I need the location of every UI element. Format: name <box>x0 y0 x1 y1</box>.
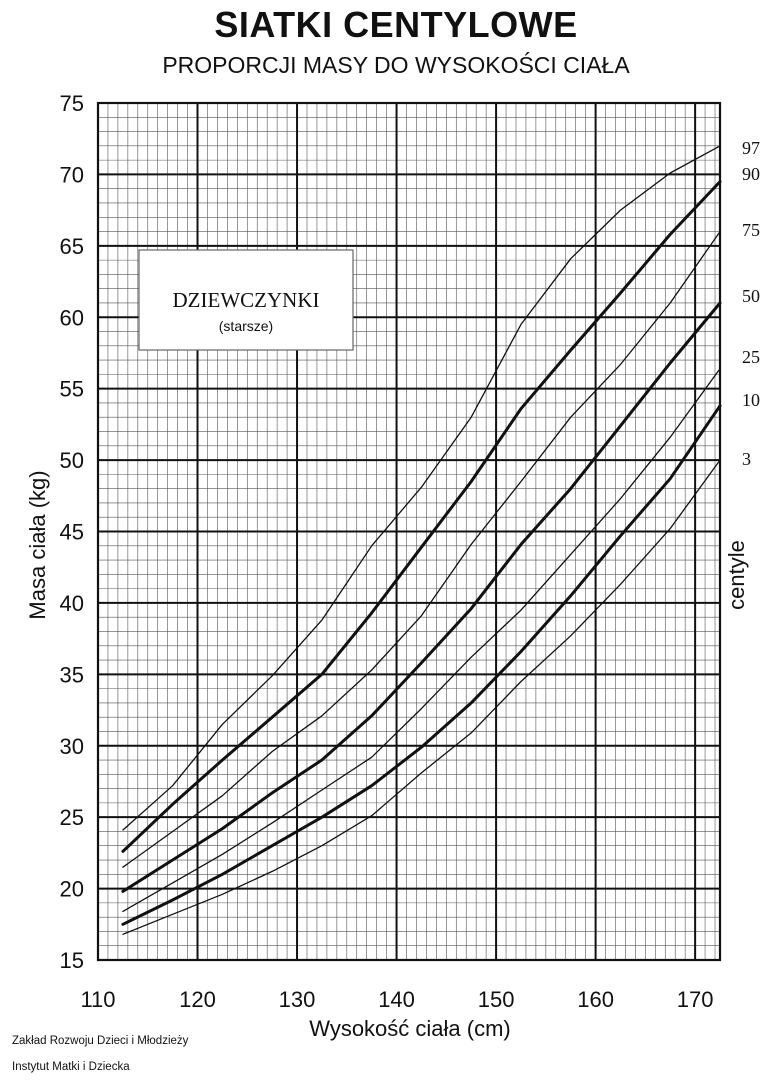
y-tick-label: 75 <box>60 91 84 116</box>
series-lines <box>121 145 722 935</box>
series-line-p97 <box>122 145 721 831</box>
series-line-p3 <box>122 459 721 935</box>
series-label-p10: 10 <box>742 390 760 410</box>
y-axis-label: Masa ciała (kg) <box>25 470 50 619</box>
y-tick-label: 55 <box>60 377 84 402</box>
plot-frame <box>96 101 722 962</box>
x-tick-label: 130 <box>279 987 316 1012</box>
x-tick-labels: 110 120 130 140 150 160 170 <box>80 987 713 1012</box>
series-label-p97: 97 <box>742 138 760 158</box>
series-label-p90: 90 <box>742 164 760 184</box>
y-tick-label: 25 <box>60 805 84 830</box>
chart-subtitle: PROPORCJI MASY DO WYSOKOŚCI CIAŁA <box>162 52 630 78</box>
series-line-p90 <box>121 180 722 853</box>
y-tick-label: 35 <box>60 662 84 687</box>
inset-title: DZIEWCZYNKI <box>173 288 320 312</box>
y-tick-label: 15 <box>60 948 84 973</box>
x-axis-label: Wysokość ciała (cm) <box>309 1016 511 1041</box>
x-tick-label: 110 <box>80 987 115 1012</box>
grid-major <box>96 101 722 962</box>
series-label-p25: 25 <box>742 347 760 367</box>
y-tick-label: 40 <box>60 591 84 616</box>
series-line-p25 <box>122 368 721 913</box>
y-tick-label: 50 <box>60 448 84 473</box>
series-label-p3: 3 <box>742 449 751 469</box>
centiles-label: centyle <box>724 540 749 610</box>
inset-box-frame <box>138 249 354 351</box>
series-label-p50: 50 <box>742 286 760 306</box>
y-tick-label: 70 <box>60 162 84 187</box>
y-tick-label: 30 <box>60 734 84 759</box>
y-tick-labels: 15 20 25 30 35 40 45 50 55 60 65 70 75 <box>60 91 84 973</box>
series-line-p50 <box>121 301 722 893</box>
y-tick-label: 60 <box>60 305 84 330</box>
footer-institution-line2: Instytut Matki i Dziecka <box>12 1061 130 1073</box>
series-labels: 97 90 75 50 25 10 3 <box>742 138 760 469</box>
series-line-p75 <box>122 230 721 868</box>
y-tick-label: 45 <box>60 520 84 545</box>
inset-subtitle: (starsze) <box>219 318 273 334</box>
chart-title: SIATKI CENTYLOWE <box>214 4 578 45</box>
footer-institution-line1: Zakład Rozwoju Dzieci i Młodzieży <box>12 1035 189 1047</box>
x-tick-label: 120 <box>179 987 216 1012</box>
series-line-p10 <box>121 404 722 926</box>
y-tick-label: 65 <box>60 234 84 259</box>
x-tick-label: 140 <box>378 987 415 1012</box>
x-tick-label: 160 <box>577 987 614 1012</box>
series-label-p75: 75 <box>742 220 760 240</box>
inset-box: DZIEWCZYNKI (starsze) <box>138 249 354 351</box>
x-tick-label: 170 <box>677 987 714 1012</box>
x-tick-label: 150 <box>478 987 515 1012</box>
y-tick-label: 20 <box>60 877 84 902</box>
